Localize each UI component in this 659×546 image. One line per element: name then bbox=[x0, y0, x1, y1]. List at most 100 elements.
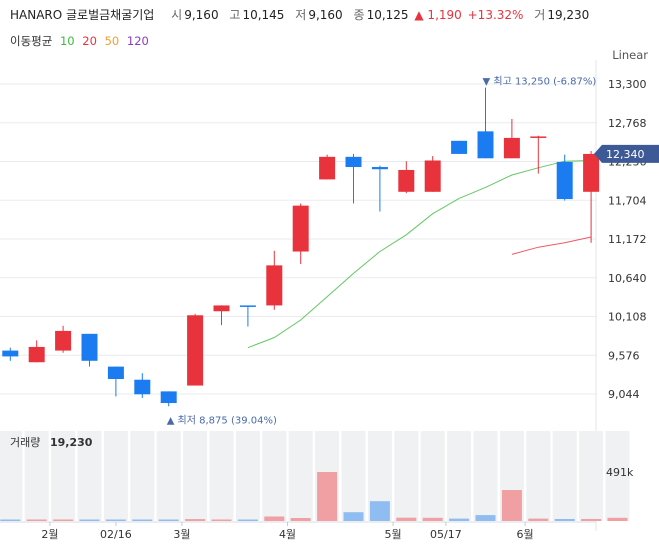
volume-bar bbox=[554, 519, 575, 521]
volume-tick-label: 491k bbox=[606, 466, 634, 479]
volume-slot bbox=[103, 431, 128, 521]
volume-slot bbox=[447, 431, 472, 521]
close-label: 종 bbox=[353, 8, 365, 22]
candle-body[interactable] bbox=[239, 305, 256, 307]
y-tick-label: 10,640 bbox=[608, 272, 647, 285]
volume-bar bbox=[211, 519, 232, 521]
volume-slot bbox=[288, 431, 313, 521]
candle-body[interactable] bbox=[503, 137, 520, 159]
y-tick-label: 13,300 bbox=[608, 78, 647, 91]
y-tick-label: 11,704 bbox=[608, 194, 647, 207]
low-label: 저 bbox=[295, 8, 307, 22]
volume-bar bbox=[317, 472, 338, 521]
volume-bar bbox=[475, 515, 496, 521]
volume-bar bbox=[422, 517, 443, 521]
candle-body[interactable] bbox=[213, 305, 230, 312]
volume-bar bbox=[264, 516, 285, 521]
volume-slot bbox=[77, 431, 102, 521]
ma-120-label[interactable]: 120 bbox=[126, 34, 149, 48]
candle-body[interactable] bbox=[583, 153, 600, 192]
x-tick-label: 6월 bbox=[517, 528, 534, 541]
volume-bar bbox=[132, 519, 153, 521]
volume-bar bbox=[607, 517, 628, 521]
open-value: 9,160 bbox=[184, 8, 219, 22]
x-tick-label: 05/17 bbox=[430, 528, 462, 541]
volume-slot bbox=[262, 431, 287, 521]
candle-body[interactable] bbox=[292, 205, 309, 252]
candle-body[interactable] bbox=[2, 350, 19, 357]
volume-bar bbox=[396, 517, 417, 521]
x-tick-label: 02/16 bbox=[100, 528, 132, 541]
candle-body[interactable] bbox=[477, 131, 494, 159]
candle-body[interactable] bbox=[556, 161, 573, 200]
volume-bar bbox=[0, 519, 21, 521]
y-tick-label: 11,172 bbox=[608, 233, 647, 246]
candle-body[interactable] bbox=[28, 346, 45, 363]
candle-body[interactable] bbox=[266, 265, 283, 306]
x-tick-label: 5월 bbox=[385, 528, 402, 541]
candle-body[interactable] bbox=[107, 366, 124, 379]
volume-slot bbox=[235, 431, 260, 521]
volume-slot bbox=[526, 431, 551, 521]
candle-body[interactable] bbox=[398, 169, 415, 192]
ma-50-label[interactable]: 50 bbox=[104, 34, 120, 48]
candle-body[interactable] bbox=[134, 379, 151, 395]
volume-slot bbox=[552, 431, 577, 521]
y-tick-label: 9,576 bbox=[608, 349, 640, 362]
high-label: 고 bbox=[229, 8, 241, 22]
volume-bar bbox=[26, 519, 47, 521]
moving-average-legend[interactable]: 이동평균 10 20 50 120 bbox=[10, 33, 153, 49]
volume-bar bbox=[581, 519, 602, 521]
close-value: 10,125 bbox=[366, 8, 409, 22]
volume-value: 19,230 bbox=[547, 8, 590, 22]
ma-label: 이동평균 bbox=[10, 34, 53, 48]
volume-slot bbox=[24, 431, 49, 521]
volume-label: 거 bbox=[534, 8, 546, 22]
volume-bar bbox=[105, 519, 126, 521]
low-value: 9,160 bbox=[308, 8, 343, 22]
candle-body[interactable] bbox=[345, 156, 362, 168]
volume-bar bbox=[290, 518, 311, 521]
open-label: 시 bbox=[171, 8, 183, 22]
x-tick-label: 2월 bbox=[41, 528, 58, 541]
volume-bar bbox=[369, 501, 390, 521]
volume-slot bbox=[605, 431, 630, 521]
volume-slot bbox=[183, 431, 208, 521]
volume-bar bbox=[528, 518, 549, 521]
ma-10-label[interactable]: 10 bbox=[59, 34, 75, 48]
candle-body[interactable] bbox=[424, 160, 441, 192]
candle-body[interactable] bbox=[55, 330, 72, 351]
volume-bar bbox=[343, 512, 364, 521]
volume-bar bbox=[158, 519, 179, 521]
volume-slot bbox=[473, 431, 498, 521]
volume-bar bbox=[79, 519, 100, 521]
y-tick-label: 9,044 bbox=[608, 388, 640, 401]
current-price-label: 12,340 bbox=[606, 148, 645, 161]
volume-slot bbox=[51, 431, 76, 521]
change-percent: +13.32% bbox=[467, 8, 524, 22]
volume-slot bbox=[579, 431, 604, 521]
volume-bar bbox=[185, 519, 206, 521]
candle-body[interactable] bbox=[371, 167, 388, 170]
change-value: ▲ 1,190 bbox=[414, 8, 462, 22]
ma-20-label[interactable]: 20 bbox=[82, 34, 97, 48]
low-annotation: ▲ 최저 8,875 (39.04%) bbox=[167, 414, 277, 426]
x-tick-label: 3월 bbox=[173, 528, 190, 541]
ma20-line bbox=[511, 236, 592, 255]
candle-body[interactable] bbox=[187, 315, 204, 386]
volume-legend-label: 거래량 bbox=[10, 436, 40, 449]
candle-body[interactable] bbox=[160, 391, 177, 404]
candle-body[interactable] bbox=[319, 156, 336, 180]
volume-bar bbox=[501, 490, 522, 521]
candle-body[interactable] bbox=[530, 136, 547, 138]
candle-body[interactable] bbox=[81, 333, 98, 361]
volume-slot bbox=[341, 431, 366, 521]
scale-toggle-button[interactable]: Linear bbox=[612, 48, 648, 62]
x-tick-label: 4월 bbox=[279, 528, 296, 541]
volume-slot bbox=[394, 431, 419, 521]
candle-body[interactable] bbox=[451, 140, 468, 154]
volume-slot bbox=[420, 431, 445, 521]
high-annotation: ▼ 최고 13,250 (-6.87%) bbox=[483, 76, 597, 88]
